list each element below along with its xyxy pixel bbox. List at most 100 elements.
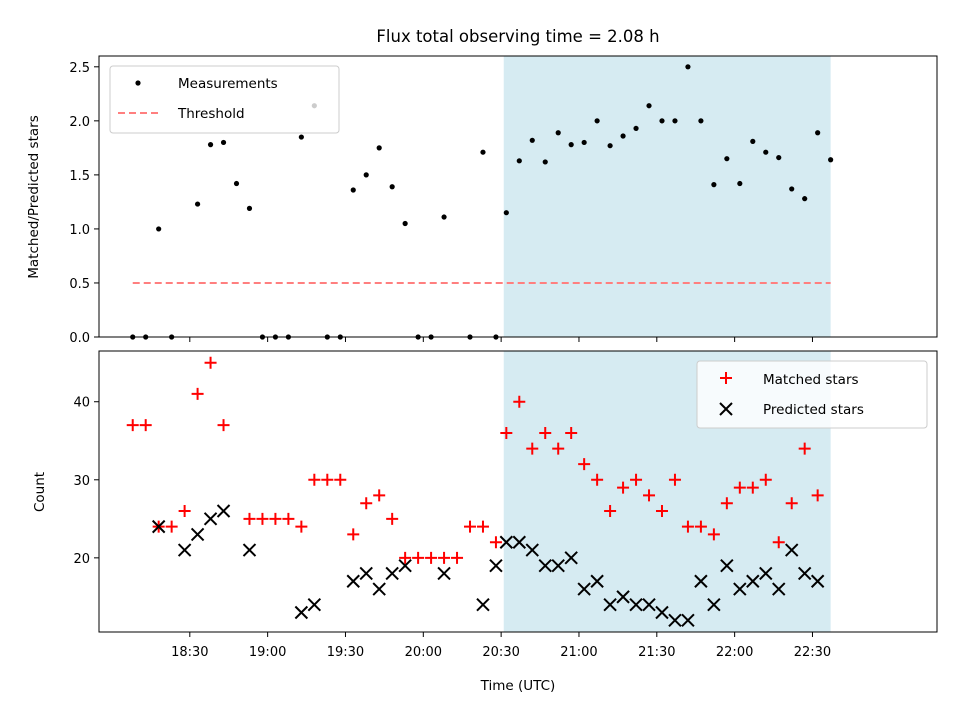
matched-star-point [668,473,681,486]
matched-star-point [191,387,204,400]
matched-star-point [308,473,321,486]
top-y-tick-label: 1.5 [69,169,90,184]
measurement-point [220,139,227,146]
matched-star-point [347,528,360,541]
matched-star-point [785,497,798,510]
predicted-star-point [525,543,539,557]
matched-star-point [334,473,347,486]
legend-measurements-marker [135,80,141,86]
predicted-star-point [746,574,760,588]
measurement-point [568,142,574,148]
predicted-star-point [294,605,309,620]
predicted-star-point [551,558,565,573]
bottom-panel-frame [98,350,938,633]
x-axis-label: Time (UTC) [480,678,556,694]
predicted-star-point [489,558,503,573]
matched-star-point [591,473,604,486]
predicted-star-point [564,551,578,565]
matched-star-point [373,489,386,502]
top-y-tick-label: 0.0 [69,331,90,346]
x-tick-label: 20:30 [482,645,519,660]
predicted-star-point [242,543,257,557]
x-tick-label: 18:30 [171,645,208,660]
measurement-point [594,118,600,124]
matched-star-point [707,528,720,541]
predicted-star-point [759,566,773,581]
predicted-star-point [538,558,552,573]
top-y-tick-label: 2.0 [69,115,90,130]
matched-star-point [552,442,565,455]
x-tick-label: 21:00 [560,645,597,660]
legend-matched-label: Matched stars [763,372,859,388]
matched-star-point [126,419,139,432]
measurement-point [156,226,162,232]
matched-star-point [360,497,373,510]
predicted-star-point [642,597,656,612]
measurement-point [763,149,769,155]
measurement-point [402,220,408,227]
bottom-legend-frame [696,360,928,429]
predicted-star-point [629,597,643,612]
matched-star-point [513,395,526,408]
legend-threshold-label: Threshold [177,106,245,122]
matched-star-point [256,512,269,525]
matched-star-point [243,512,256,525]
predicted-star-point [797,566,812,581]
x-tick-label: 22:30 [794,645,831,660]
predicted-star-point [190,527,205,542]
measurement-point [607,143,613,149]
matched-star-point [399,551,412,564]
measurement-point [363,172,369,178]
predicted-star-point [707,597,721,612]
x-tick-label: 21:30 [638,645,675,660]
matched-star-point [165,520,178,533]
measurement-point [737,180,743,187]
measurement-point [503,210,509,216]
measurement-point [620,133,626,139]
measurement-point [776,154,782,161]
matched-star-point [438,551,451,564]
top-y-tick-label: 1.0 [69,223,90,238]
measurement-point [555,130,561,136]
matched-star-point [178,505,191,518]
matched-star-point [539,426,552,439]
matched-star-point [204,356,217,369]
measurement-point [542,159,548,165]
matched-star-point [295,520,308,533]
predicted-star-point [694,574,708,588]
matched-star-point [578,458,591,471]
predicted-star-point [733,582,747,596]
top-y-tick-label: 0.5 [69,277,90,292]
top-y-tick-label: 2.5 [69,61,90,76]
measurement-point [633,125,639,132]
predicted-star-point [385,566,399,581]
predicted-star-point [372,582,386,596]
matched-star-point [412,551,425,564]
matched-star-point [630,473,643,486]
predicted-star-point [577,582,591,596]
predicted-star-point [476,597,490,612]
matched-star-point [282,512,295,525]
matched-star-point [759,473,772,486]
matched-star-point [694,520,707,533]
measurement-point [207,142,214,148]
predicted-star-point [590,574,604,588]
legend-measurements-label: Measurements [178,76,278,92]
measurement-point [298,134,304,140]
measurement-point [724,156,730,162]
matched-star-point [269,512,282,525]
matched-star-point [139,419,152,432]
legend-predicted-marker [719,402,733,416]
legend-matched-marker [720,372,732,384]
matched-star-point [811,489,824,502]
matched-star-point [489,536,502,549]
predicted-star-point [681,613,695,627]
measurement-point [194,201,201,207]
predicted-star-point [655,605,669,620]
matched-star-point [526,442,539,455]
matched-star-point [321,473,334,486]
predicted-star-point [512,535,527,549]
matched-star-point [565,426,578,439]
x-tick-label: 20:00 [405,645,442,660]
